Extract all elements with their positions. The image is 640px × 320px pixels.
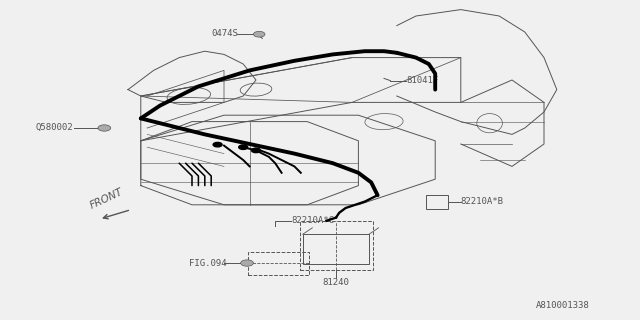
Text: FRONT: FRONT [88,187,125,211]
Text: 81041F: 81041F [406,76,438,85]
Text: 81240: 81240 [323,278,349,287]
Bar [248,252,309,275]
Text: 82210A*C: 82210A*C [291,216,334,225]
Circle shape [252,148,260,153]
Circle shape [253,31,265,37]
Circle shape [213,142,222,147]
Text: A810001338: A810001338 [536,301,590,310]
Circle shape [239,145,248,149]
Bar [303,234,369,264]
Bar [426,195,448,209]
Text: FIG.094: FIG.094 [189,259,227,268]
Text: 0474S: 0474S [211,29,238,38]
Circle shape [98,125,111,131]
Circle shape [241,260,253,266]
Text: Q580002: Q580002 [36,123,74,132]
Bar [300,221,373,270]
Text: 82210A*B: 82210A*B [461,197,504,206]
